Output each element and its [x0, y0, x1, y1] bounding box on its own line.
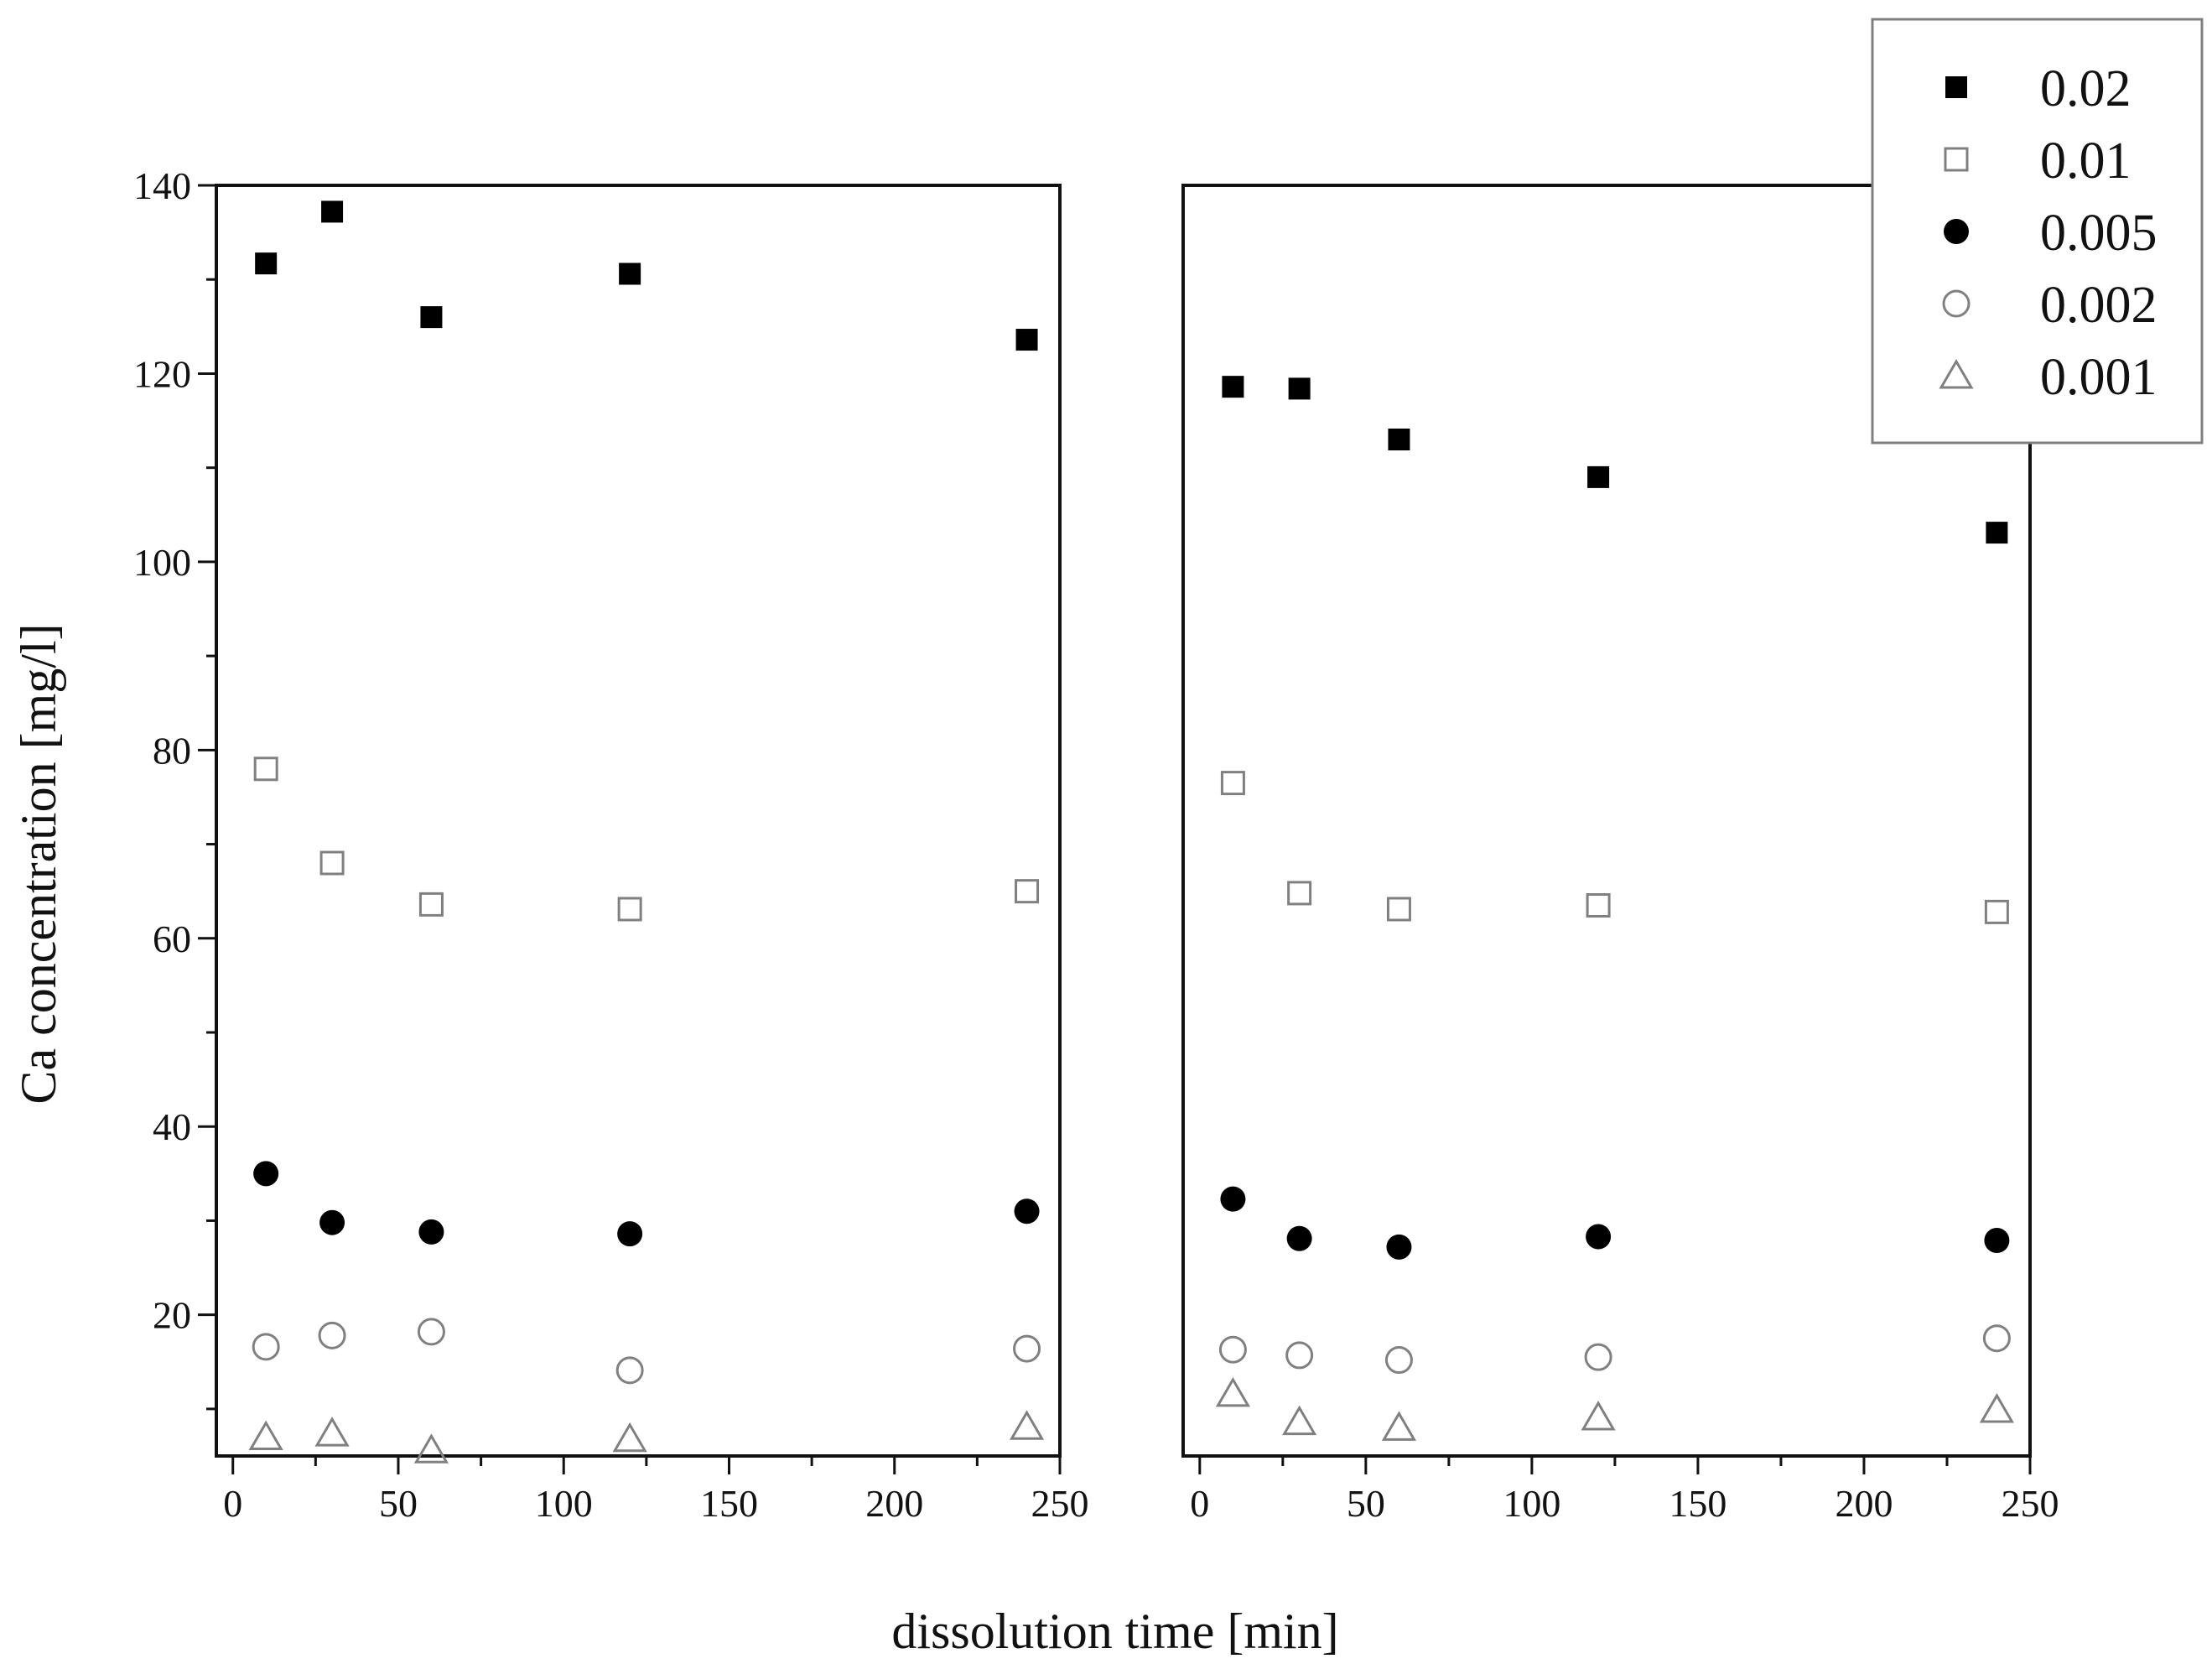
x-tick-label: 0 [223, 1482, 242, 1525]
data-point-0.002 [1013, 1334, 1041, 1363]
data-point-0.01 [1287, 881, 1312, 906]
legend-marker-0.002 [1942, 289, 1971, 318]
left-axis-ticks [198, 184, 1062, 1474]
data-point-0.01 [319, 850, 345, 876]
y-tick-label: 140 [133, 164, 191, 207]
legend: 0.02 0.01 0.005 0.002 0.001 [1871, 18, 2204, 445]
data-point-0.001 [1215, 1376, 1251, 1407]
legend-entries: 0.02 0.01 0.005 0.002 0.001 [1939, 60, 2157, 406]
data-point-0.01 [1220, 771, 1245, 796]
legend-label: 0.002 [2040, 277, 2157, 334]
legend-box [1871, 18, 2204, 445]
data-point-0.005 [617, 1221, 643, 1247]
data-point-0.005 [319, 1209, 345, 1235]
data-point-0.001 [1979, 1393, 2014, 1423]
y-tick-label: 100 [133, 541, 191, 584]
legend-marker-0.02 [1945, 76, 1967, 98]
data-point-0.001 [413, 1433, 449, 1464]
data-point-0.001 [1009, 1410, 1045, 1440]
data-point-0.01 [1015, 879, 1040, 904]
left-plot-frame [215, 184, 1062, 1458]
data-point-0.005 [1220, 1186, 1246, 1212]
data-point-0.005 [418, 1219, 444, 1245]
data-point-0.02 [420, 306, 443, 329]
x-tick-label: 150 [1669, 1482, 1727, 1525]
data-point-0.01 [617, 897, 642, 922]
data-point-0.001 [1581, 1401, 1616, 1431]
data-point-0.002 [1285, 1341, 1314, 1370]
data-point-0.002 [417, 1318, 445, 1346]
y-tick-label: 80 [153, 729, 191, 772]
data-point-0.005 [1984, 1228, 2010, 1254]
data-point-0.02 [321, 200, 344, 223]
x-tick-label: 100 [1503, 1482, 1560, 1525]
right-axis-ticks [1198, 1456, 2032, 1474]
x-axis-label: dissolution time [min] [891, 1604, 1338, 1659]
legend-label: 0.01 [2040, 133, 2132, 190]
right-panel: 0 50 100 150 200 250 [1181, 184, 2059, 1525]
data-point-0.001 [612, 1422, 647, 1453]
data-point-0.001 [1381, 1411, 1417, 1441]
y-tick-label: 40 [153, 1105, 191, 1148]
legend-marker-0.005 [1944, 219, 1969, 244]
data-point-0.005 [253, 1161, 279, 1187]
data-point-0.01 [1984, 899, 2009, 924]
left-y-tick-labels: 20 40 60 80 100 120 140 [133, 164, 191, 1337]
y-tick-label: 60 [153, 918, 191, 960]
legend-marker-0.01 [1944, 147, 1969, 172]
legend-marker-0.001 [1939, 359, 1974, 389]
x-tick-label: 250 [2002, 1482, 2059, 1525]
data-point-0.001 [314, 1417, 350, 1447]
x-tick-label: 50 [379, 1482, 418, 1525]
data-point-0.02 [1587, 465, 1610, 488]
data-point-0.002 [1584, 1343, 1612, 1371]
x-tick-label: 0 [1190, 1482, 1209, 1525]
data-point-0.002 [318, 1321, 346, 1349]
data-point-0.01 [418, 892, 444, 917]
x-tick-label: 50 [1347, 1482, 1385, 1525]
data-point-0.02 [1222, 376, 1244, 398]
data-point-0.01 [1386, 897, 1411, 922]
data-point-0.005 [1286, 1225, 1312, 1251]
legend-label: 0.02 [2040, 60, 2132, 117]
y-tick-label: 120 [133, 352, 191, 395]
x-tick-label: 150 [700, 1482, 758, 1525]
legend-label: 0.001 [2040, 349, 2157, 406]
data-point-0.002 [252, 1333, 280, 1361]
left-panel: 0 50 100 150 200 250 20 40 60 80 100 120 140 [133, 164, 1089, 1525]
data-point-0.002 [615, 1356, 644, 1385]
data-point-0.002 [1384, 1346, 1413, 1375]
data-point-0.005 [1586, 1224, 1612, 1250]
x-tick-label: 250 [1031, 1482, 1089, 1525]
data-point-0.001 [248, 1420, 283, 1451]
data-point-0.002 [1982, 1324, 2011, 1353]
right-data-points [1215, 376, 2014, 1441]
y-axis-label: Ca concentration [mg/l] [11, 623, 66, 1104]
data-point-0.02 [619, 263, 641, 285]
left-x-tick-labels: 0 50 100 150 200 250 [223, 1482, 1088, 1525]
x-tick-label: 200 [1835, 1482, 1893, 1525]
data-point-0.001 [1282, 1405, 1317, 1436]
data-point-0.02 [1015, 329, 1038, 351]
data-point-0.002 [1218, 1335, 1247, 1364]
data-point-0.02 [1288, 377, 1311, 400]
data-point-0.01 [253, 757, 278, 782]
left-data-points [248, 200, 1045, 1464]
y-tick-label: 20 [153, 1294, 191, 1337]
data-point-0.02 [1388, 429, 1410, 450]
legend-label: 0.005 [2040, 205, 2157, 262]
data-point-0.005 [1014, 1198, 1040, 1224]
x-tick-label: 100 [535, 1482, 593, 1525]
right-x-tick-labels: 0 50 100 150 200 250 [1190, 1482, 2059, 1525]
data-point-0.02 [255, 252, 278, 275]
right-plot-frame [1181, 184, 2032, 1458]
data-point-0.02 [1986, 522, 2008, 544]
data-point-0.005 [1386, 1234, 1412, 1260]
x-tick-label: 200 [865, 1482, 923, 1525]
data-point-0.01 [1586, 893, 1611, 918]
